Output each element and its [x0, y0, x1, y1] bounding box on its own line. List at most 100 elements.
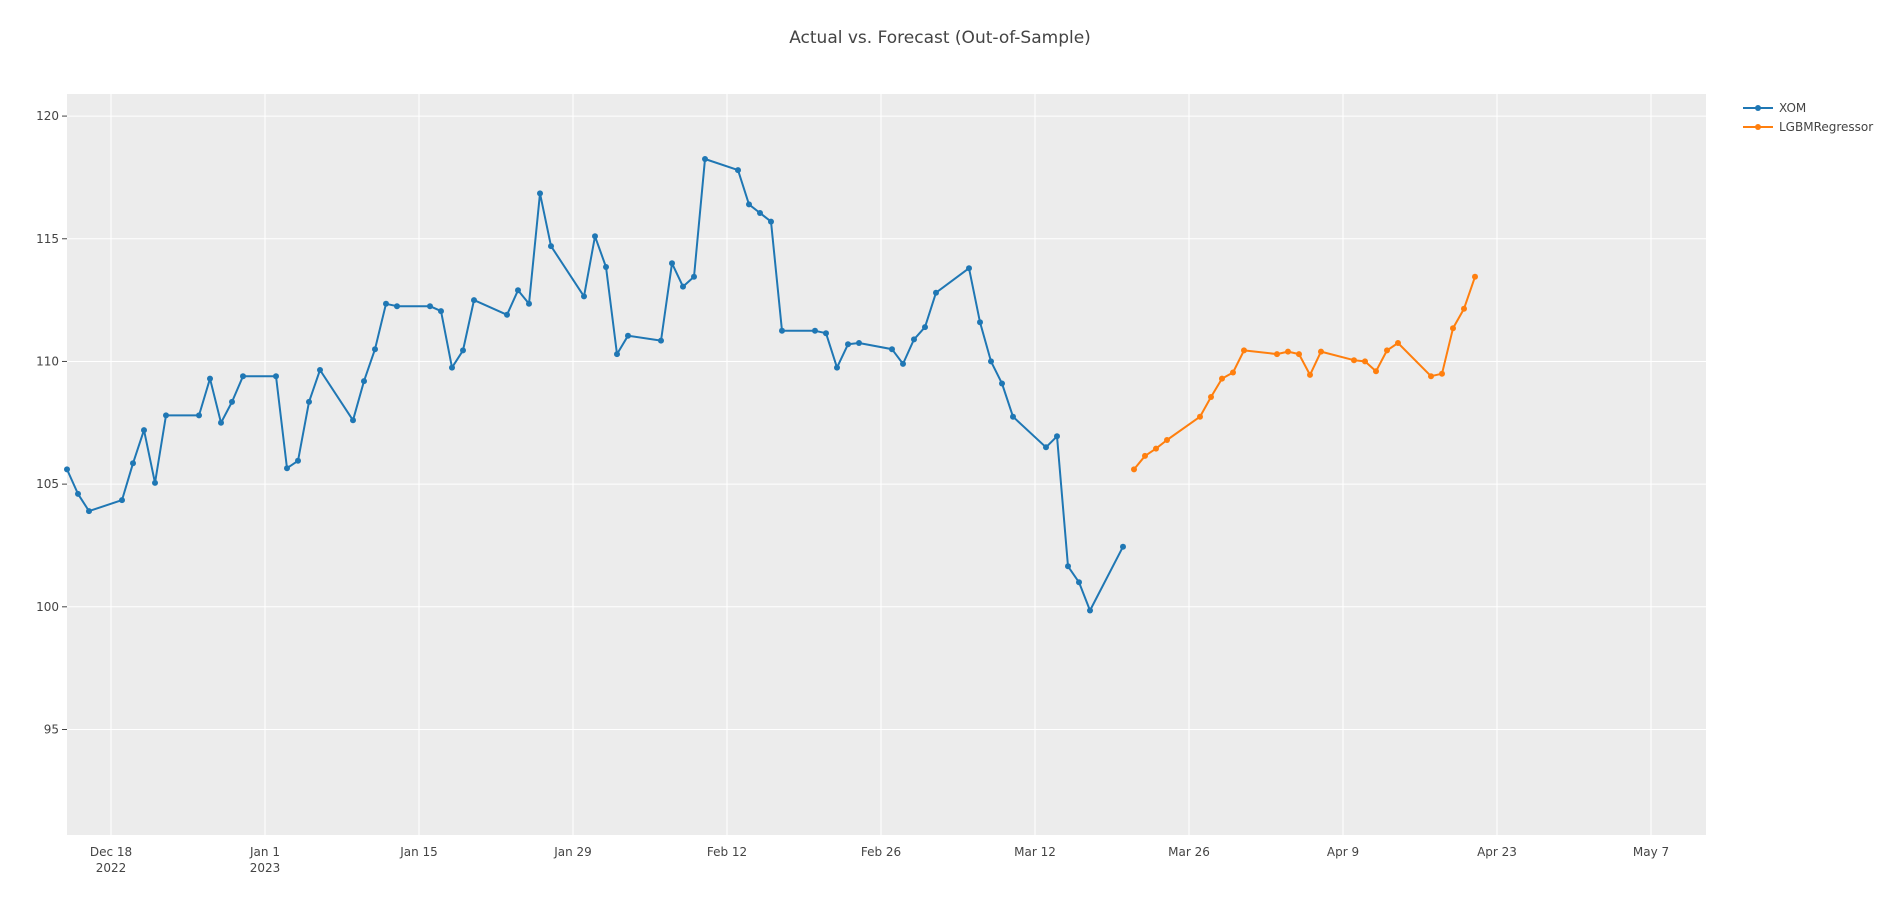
data-point[interactable] [240, 373, 246, 380]
data-point[interactable] [207, 375, 213, 382]
data-point[interactable] [856, 340, 862, 346]
data-point[interactable] [273, 373, 279, 380]
data-point[interactable] [64, 466, 70, 473]
data-point[interactable] [691, 273, 697, 280]
data-point[interactable] [526, 300, 532, 307]
data-point[interactable] [1307, 371, 1313, 378]
data-point[interactable] [229, 398, 235, 405]
data-point[interactable] [1373, 368, 1379, 375]
data-point[interactable] [702, 156, 708, 162]
data-point[interactable] [625, 332, 631, 339]
y-tick-label: 105 [36, 477, 59, 491]
data-point[interactable] [1153, 445, 1159, 452]
data-point[interactable] [163, 412, 169, 419]
data-point[interactable] [746, 201, 752, 208]
data-point[interactable] [1461, 305, 1467, 312]
data-point[interactable] [1120, 543, 1126, 550]
data-point[interactable] [658, 337, 664, 344]
data-point[interactable] [1076, 579, 1082, 586]
legend-label: LGBMRegressor [1779, 120, 1873, 134]
data-point[interactable] [735, 167, 741, 174]
data-point[interactable] [1164, 437, 1170, 443]
data-point[interactable] [449, 364, 455, 371]
data-point[interactable] [350, 417, 356, 424]
data-point[interactable] [284, 465, 290, 472]
data-point[interactable] [1010, 413, 1016, 420]
data-point[interactable] [152, 479, 158, 486]
data-point[interactable] [922, 324, 928, 331]
data-point[interactable] [1065, 563, 1071, 570]
data-point[interactable] [394, 303, 400, 310]
data-point[interactable] [1219, 375, 1225, 382]
data-point[interactable] [1472, 273, 1478, 280]
data-point[interactable] [1296, 351, 1302, 358]
data-point[interactable] [548, 243, 554, 250]
data-point[interactable] [1131, 466, 1137, 473]
data-point[interactable] [1197, 413, 1203, 420]
data-point[interactable] [119, 497, 125, 504]
data-point[interactable] [86, 508, 92, 515]
data-point[interactable] [515, 287, 521, 294]
data-point[interactable] [757, 210, 763, 216]
data-point[interactable] [889, 346, 895, 353]
data-point[interactable] [460, 347, 466, 354]
data-point[interactable] [141, 427, 147, 434]
data-point[interactable] [911, 336, 917, 343]
data-point[interactable] [1054, 433, 1060, 440]
data-point[interactable] [1230, 369, 1236, 376]
data-point[interactable] [427, 303, 433, 310]
data-point[interactable] [977, 319, 983, 326]
data-point[interactable] [1362, 358, 1368, 365]
data-point[interactable] [933, 289, 939, 296]
legend-item-lgbmregressor[interactable]: LGBMRegressor [1743, 120, 1873, 134]
data-point[interactable] [988, 358, 994, 365]
x-tick-label: Jan 29 [553, 845, 592, 859]
data-point[interactable] [306, 398, 312, 405]
data-point[interactable] [438, 308, 444, 315]
data-point[interactable] [1318, 348, 1324, 355]
data-point[interactable] [1142, 452, 1148, 459]
data-point[interactable] [1274, 351, 1280, 358]
legend-label: XOM [1779, 101, 1806, 115]
data-point[interactable] [1439, 370, 1445, 377]
data-point[interactable] [361, 378, 367, 385]
legend-item-xom[interactable]: XOM [1743, 101, 1806, 115]
data-point[interactable] [845, 341, 851, 348]
data-point[interactable] [768, 218, 774, 225]
data-point[interactable] [471, 297, 477, 304]
data-point[interactable] [1241, 347, 1247, 354]
data-point[interactable] [1384, 347, 1390, 354]
data-point[interactable] [1043, 444, 1049, 451]
data-point[interactable] [504, 311, 510, 318]
legend[interactable]: XOM LGBMRegressor [1743, 101, 1873, 134]
data-point[interactable] [295, 457, 301, 464]
data-point[interactable] [581, 293, 587, 300]
data-point[interactable] [1395, 340, 1401, 346]
data-point[interactable] [1450, 325, 1456, 332]
data-point[interactable] [614, 351, 620, 358]
data-point[interactable] [1285, 348, 1291, 355]
data-point[interactable] [130, 460, 136, 467]
data-point[interactable] [823, 330, 829, 337]
data-point[interactable] [669, 260, 675, 267]
data-point[interactable] [779, 327, 785, 334]
data-point[interactable] [1087, 607, 1093, 614]
data-point[interactable] [1351, 357, 1357, 364]
data-point[interactable] [196, 412, 202, 419]
data-point[interactable] [1208, 394, 1214, 400]
data-point[interactable] [966, 265, 972, 272]
data-point[interactable] [834, 364, 840, 371]
data-point[interactable] [592, 233, 598, 240]
data-point[interactable] [603, 264, 609, 270]
data-point[interactable] [372, 346, 378, 353]
data-point[interactable] [537, 190, 543, 197]
data-point[interactable] [317, 367, 323, 373]
data-point[interactable] [218, 419, 224, 426]
data-point[interactable] [75, 490, 81, 497]
data-point[interactable] [999, 380, 1005, 387]
data-point[interactable] [383, 300, 389, 307]
data-point[interactable] [1428, 373, 1434, 380]
data-point[interactable] [812, 327, 818, 334]
data-point[interactable] [900, 360, 906, 367]
data-point[interactable] [680, 283, 686, 290]
